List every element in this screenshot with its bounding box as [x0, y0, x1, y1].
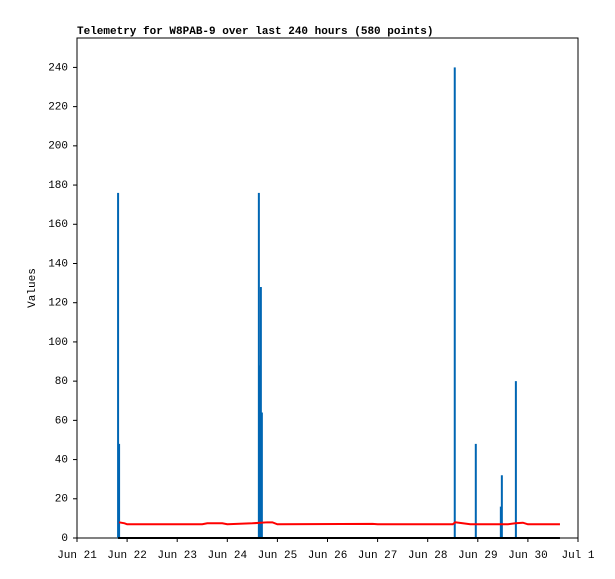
x-tick-label: Jun 30 [508, 550, 548, 562]
spike [260, 412, 263, 538]
y-tick-label: 240 [48, 62, 68, 74]
x-tick-label: Jul 1 [561, 550, 594, 562]
spike [500, 475, 503, 538]
y-tick-label: 40 [55, 454, 68, 466]
x-tick-label: Jun 22 [107, 550, 147, 562]
spike [453, 67, 456, 538]
y-axis-label: Values [27, 268, 39, 308]
spike [474, 443, 477, 538]
x-tick-label: Jun 25 [258, 550, 298, 562]
y-tick-label: 180 [48, 180, 68, 192]
x-tick-label: Jun 27 [358, 550, 398, 562]
spike [118, 443, 121, 538]
y-tick-label: 220 [48, 102, 68, 114]
y-tick-label: 80 [55, 376, 68, 388]
series-line [118, 521, 560, 526]
y-tick-label: 160 [48, 219, 68, 231]
x-tick-label: Jun 26 [308, 550, 348, 562]
y-tick-label: 120 [48, 298, 68, 310]
x-tick-label: Jun 24 [207, 550, 247, 562]
spike [117, 192, 120, 538]
y-tick-label: 60 [55, 415, 68, 427]
x-tick-label: Jun 23 [157, 550, 197, 562]
plot-frame [76, 37, 579, 539]
spike [258, 365, 261, 538]
spike [514, 381, 517, 538]
chart-title: Telemetry for W8PAB-9 over last 240 hour… [77, 26, 433, 38]
y-tick-label: 20 [55, 494, 68, 506]
y-tick-label: 0 [61, 533, 68, 545]
x-tick-label: Jun 28 [408, 550, 448, 562]
spike [259, 287, 262, 538]
x-tick-label: Jun 21 [57, 550, 97, 562]
y-tick-label: 140 [48, 258, 68, 270]
y-tick-label: 100 [48, 337, 68, 349]
spike [499, 506, 502, 538]
y-tick-label: 200 [48, 141, 68, 153]
spike [257, 192, 260, 538]
x-tick-label: Jun 29 [458, 550, 498, 562]
